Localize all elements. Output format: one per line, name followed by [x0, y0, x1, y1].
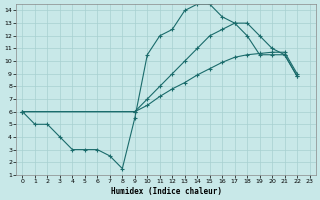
X-axis label: Humidex (Indice chaleur): Humidex (Indice chaleur) — [110, 187, 221, 196]
